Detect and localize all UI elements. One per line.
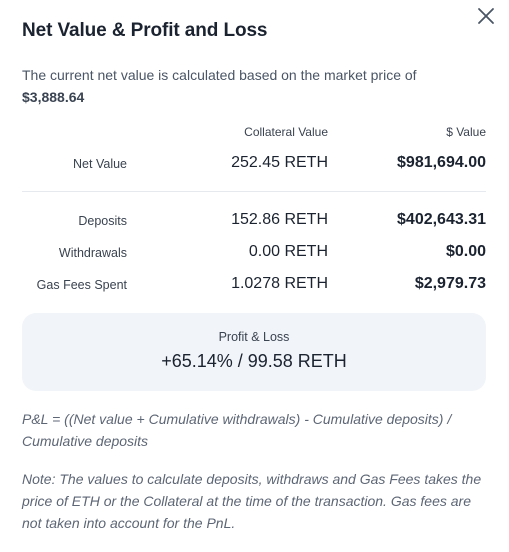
close-icon xyxy=(478,8,494,24)
net-value-label: Net Value xyxy=(73,157,127,171)
gas-fees-label: Gas Fees Spent xyxy=(36,278,127,292)
description-text: The current net value is calculated base… xyxy=(22,67,417,83)
collateral-value-header: Collateral Value xyxy=(244,125,328,139)
net-value-description: The current net value is calculated base… xyxy=(22,64,482,108)
deposits-label: Deposits xyxy=(78,214,127,228)
gas-fees-dollar: $2,979.73 xyxy=(414,275,486,292)
net-value-collateral: 252.45 RETH xyxy=(231,154,328,171)
withdrawals-dollar: $0.00 xyxy=(445,243,486,260)
dollar-value-header: $ Value xyxy=(446,125,486,139)
withdrawals-label: Withdrawals xyxy=(58,246,127,260)
deposits-dollar: $402,643.31 xyxy=(397,211,486,228)
calculation-note: Note: The values to calculate deposits, … xyxy=(22,471,482,531)
pnl-formula: P&L = ((Net value + Cumulative withdrawa… xyxy=(22,411,452,449)
gas-fees-collateral: 1.0278 RETH xyxy=(231,275,328,292)
net-value-dollar: $981,694.00 xyxy=(397,154,486,171)
market-price: $3,888.64 xyxy=(22,89,85,105)
deposits-collateral: 152.86 RETH xyxy=(231,211,328,228)
profit-loss-card: Profit & Loss +65.14% / 99.58 RETH xyxy=(22,313,486,391)
profit-loss-value: +65.14% / 99.58 RETH xyxy=(161,351,347,371)
divider xyxy=(22,191,486,192)
withdrawals-collateral: 0.00 RETH xyxy=(248,243,328,260)
modal-title: Net Value & Profit and Loss xyxy=(22,20,268,41)
profit-loss-title: Profit & Loss xyxy=(218,330,290,344)
close-button[interactable] xyxy=(475,5,497,27)
